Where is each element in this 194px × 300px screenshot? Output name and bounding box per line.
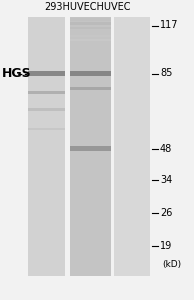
Bar	[70, 18, 111, 21]
Bar	[114, 16, 150, 276]
Text: 293HUVECHUVEC: 293HUVECHUVEC	[44, 2, 131, 13]
Bar	[70, 31, 111, 33]
Text: (kD): (kD)	[162, 260, 181, 268]
Text: 19: 19	[160, 241, 172, 251]
Bar	[70, 22, 111, 25]
Text: HGS: HGS	[2, 67, 32, 80]
Bar	[28, 71, 65, 76]
Text: 85: 85	[160, 68, 172, 79]
Bar	[28, 16, 65, 276]
Bar	[70, 27, 111, 29]
Text: 117: 117	[160, 20, 178, 31]
Bar	[70, 39, 111, 41]
Bar	[70, 87, 111, 90]
Text: 48: 48	[160, 143, 172, 154]
Bar	[70, 16, 111, 276]
Bar	[70, 146, 111, 151]
Bar	[70, 71, 111, 76]
Bar	[28, 92, 65, 94]
Bar	[70, 35, 111, 37]
Bar	[28, 108, 65, 111]
Text: 34: 34	[160, 175, 172, 185]
Bar	[28, 128, 65, 130]
Text: 26: 26	[160, 208, 172, 218]
